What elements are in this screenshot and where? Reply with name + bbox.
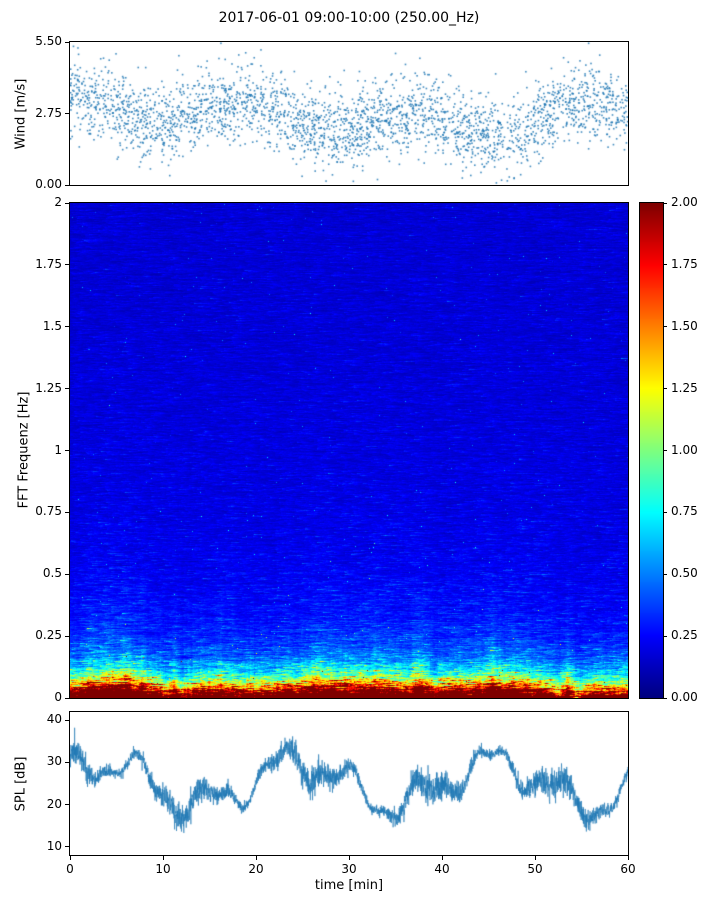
colorbar-tick [663, 326, 667, 328]
y-tick-label: 0.00 [35, 177, 62, 191]
figure-title: 2017-06-01 09:00-10:00 (250.00_Hz) [218, 10, 480, 26]
spl-panel [69, 711, 629, 856]
y-tick-label: 20 [46, 796, 62, 811]
x-tick-label: 10 [155, 862, 171, 876]
colorbar [639, 202, 664, 699]
y-tick [65, 113, 69, 114]
colorbar-tick-label: 0.50 [671, 566, 698, 581]
colorbar-canvas [640, 203, 663, 698]
y-tick [65, 761, 69, 763]
y-tick-label: 0.25 [35, 628, 62, 643]
y-tick-label: 5.50 [35, 34, 62, 48]
x-tick [69, 856, 71, 860]
colorbar-tick-label: 0.00 [671, 690, 698, 704]
spl-line-canvas [70, 712, 628, 855]
x-tick [255, 856, 257, 860]
x-tick-label: 30 [341, 862, 357, 876]
y-tick-label: 40 [46, 712, 62, 727]
y-tick-label: 0.5 [42, 566, 62, 581]
x-axis-label: time [min] [314, 878, 384, 893]
y-tick [65, 635, 69, 637]
y-tick [65, 697, 69, 699]
x-tick [627, 856, 629, 860]
y-tick-label: 1.75 [35, 256, 62, 271]
y-tick [65, 846, 69, 848]
colorbar-tick [663, 697, 667, 699]
x-tick-label: 0 [66, 862, 74, 876]
spectrogram-panel [69, 202, 629, 699]
y-tick [65, 41, 69, 43]
y-tick [65, 326, 69, 328]
colorbar-tick-label: 0.25 [671, 628, 698, 643]
y-tick-label: 2 [54, 195, 62, 209]
y-tick-label: 0 [54, 690, 62, 704]
colorbar-tick [663, 202, 667, 204]
colorbar-tick-label: 2.00 [671, 195, 698, 209]
y-tick [65, 573, 69, 575]
colorbar-tick-label: 1.00 [671, 442, 698, 457]
y-tick [65, 804, 69, 806]
colorbar-tick [663, 264, 667, 266]
y-tick-label: 1.25 [35, 380, 62, 395]
colorbar-tick [663, 511, 667, 513]
colorbar-tick [663, 388, 667, 390]
y-tick-label: 1 [54, 442, 62, 457]
y-tick [65, 264, 69, 266]
colorbar-tick [663, 450, 667, 451]
y-tick [65, 202, 69, 204]
x-tick [162, 856, 164, 860]
y-tick [65, 388, 69, 390]
y-tick-label: 0.75 [35, 504, 62, 519]
y-tick-label: 30 [46, 754, 62, 769]
colorbar-tick [663, 635, 667, 637]
x-tick [441, 856, 443, 860]
y-tick-label: 1.5 [42, 318, 62, 333]
y-tick [65, 450, 69, 451]
y-tick [65, 184, 69, 186]
x-tick [348, 856, 350, 860]
y-tick [65, 511, 69, 513]
spectrogram-canvas [70, 203, 628, 698]
x-tick-label: 20 [248, 862, 264, 876]
wind-scatter-canvas [70, 42, 628, 185]
colorbar-tick [663, 573, 667, 575]
wind-panel [69, 41, 629, 186]
x-tick [534, 856, 536, 860]
colorbar-tick-label: 1.25 [671, 380, 698, 395]
y-tick-label: 10 [46, 838, 62, 853]
colorbar-tick-label: 0.75 [671, 504, 698, 519]
colorbar-tick-label: 1.50 [671, 318, 698, 333]
y-tick-label: 2.75 [35, 105, 62, 120]
x-tick-label: 60 [620, 862, 636, 876]
colorbar-tick-label: 1.75 [671, 256, 698, 271]
x-tick-label: 40 [434, 862, 450, 876]
y-tick [65, 719, 69, 721]
x-tick-label: 50 [527, 862, 543, 876]
